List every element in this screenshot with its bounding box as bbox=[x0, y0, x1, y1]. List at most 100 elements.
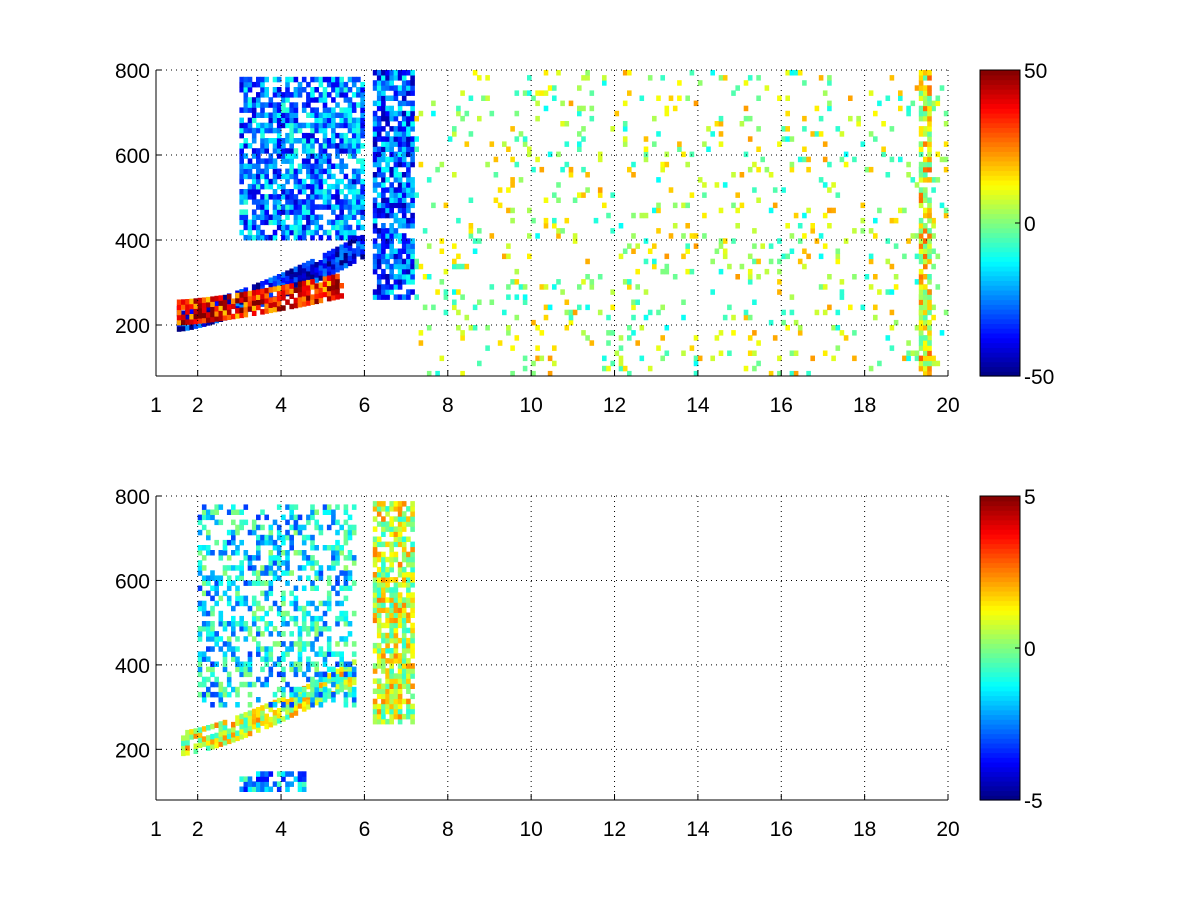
heatmap-cell bbox=[310, 621, 315, 627]
heatmap-cell bbox=[256, 781, 261, 787]
heatmap-cell bbox=[306, 560, 311, 566]
heatmap-cell bbox=[376, 100, 382, 107]
heatmap-cell bbox=[235, 661, 240, 667]
heatmap-cell bbox=[314, 204, 319, 210]
heatmap-cell bbox=[543, 217, 549, 224]
heatmap-cell bbox=[281, 621, 286, 627]
heatmap-cell bbox=[289, 697, 294, 703]
heatmap-cell bbox=[918, 274, 924, 280]
heatmap-cell bbox=[376, 506, 382, 512]
heatmap-cell bbox=[351, 81, 357, 88]
heatmap-cell bbox=[251, 178, 257, 185]
heatmap-cell bbox=[251, 615, 257, 622]
heatmap-cell bbox=[289, 545, 294, 551]
heatmap-cell bbox=[585, 187, 590, 193]
heatmap-cell bbox=[260, 309, 265, 315]
heatmap-cell bbox=[898, 105, 903, 112]
heatmap-cell bbox=[360, 194, 365, 200]
heatmap-cell bbox=[406, 187, 411, 193]
heatmap-cell bbox=[339, 610, 344, 617]
heatmap-cell bbox=[372, 501, 378, 507]
heatmap-cell bbox=[331, 509, 336, 515]
heatmap-cell bbox=[314, 112, 319, 118]
heatmap-cell bbox=[631, 330, 636, 336]
heatmap-cell bbox=[552, 284, 557, 290]
colorbar-segment bbox=[980, 309, 1020, 315]
heatmap-cell bbox=[310, 122, 315, 129]
heatmap-cell bbox=[397, 501, 403, 507]
heatmap-cell bbox=[310, 641, 315, 647]
heatmap-cell bbox=[347, 245, 353, 251]
heatmap-cell bbox=[210, 691, 215, 698]
heatmap-cell bbox=[381, 587, 386, 593]
heatmap-cell bbox=[818, 75, 824, 81]
heatmap-cell bbox=[577, 110, 582, 117]
heatmap-cell bbox=[343, 204, 349, 210]
heatmap-cell bbox=[756, 95, 761, 101]
heatmap-cell bbox=[301, 76, 307, 83]
heatmap-cell bbox=[247, 565, 253, 571]
heatmap-cell bbox=[272, 112, 278, 118]
heatmap-cell bbox=[768, 319, 774, 326]
heatmap-cell bbox=[514, 314, 520, 321]
heatmap-cell bbox=[747, 136, 753, 142]
colorbar-segment bbox=[980, 785, 1020, 792]
heatmap-cell bbox=[839, 279, 845, 285]
heatmap-cell bbox=[210, 575, 215, 581]
heatmap-cell bbox=[239, 304, 244, 310]
heatmap-cell bbox=[372, 546, 378, 553]
heatmap-cell bbox=[393, 516, 399, 522]
heatmap-cell bbox=[372, 268, 378, 275]
x-tick-label: 6 bbox=[359, 818, 371, 841]
heatmap-cell bbox=[389, 243, 394, 249]
heatmap-cell bbox=[310, 127, 315, 134]
heatmap-cell bbox=[331, 117, 336, 124]
heatmap-cell bbox=[193, 728, 199, 734]
heatmap-cell bbox=[318, 92, 324, 98]
heatmap-cell bbox=[385, 597, 390, 603]
heatmap-cell bbox=[835, 192, 841, 198]
heatmap-cell bbox=[343, 636, 349, 642]
heatmap-cell bbox=[181, 319, 186, 326]
heatmap-cell bbox=[522, 294, 528, 300]
heatmap-cell bbox=[885, 238, 891, 244]
heatmap-cell bbox=[235, 297, 240, 304]
heatmap-cell bbox=[731, 172, 736, 178]
heatmap-cell bbox=[376, 121, 382, 127]
heatmap-cell bbox=[693, 233, 699, 239]
colorbar-segment bbox=[980, 534, 1020, 540]
heatmap-cell bbox=[231, 534, 236, 541]
heatmap-cell bbox=[285, 214, 290, 220]
heatmap-cell bbox=[360, 254, 365, 260]
heatmap-cell bbox=[743, 309, 749, 316]
heatmap-cell bbox=[281, 595, 286, 602]
heatmap-cell bbox=[301, 267, 307, 274]
heatmap-cell bbox=[318, 697, 324, 704]
heatmap-cell bbox=[251, 636, 257, 642]
heatmap-cell bbox=[410, 642, 415, 649]
heatmap-cell bbox=[539, 90, 545, 96]
heatmap-cell bbox=[401, 187, 407, 193]
heatmap-cell bbox=[322, 626, 328, 632]
heatmap-cell bbox=[393, 617, 399, 624]
heatmap-cell bbox=[356, 158, 361, 164]
heatmap-cell bbox=[193, 318, 199, 325]
heatmap-cell bbox=[781, 187, 786, 193]
heatmap-cell bbox=[301, 615, 307, 622]
heatmap-cell bbox=[385, 678, 390, 684]
heatmap-cell bbox=[547, 304, 553, 311]
heatmap-cell bbox=[485, 325, 490, 331]
heatmap-cell bbox=[335, 81, 340, 88]
colorbar-segment bbox=[980, 605, 1020, 611]
heatmap-cell bbox=[410, 653, 415, 659]
heatmap-cell bbox=[927, 177, 932, 183]
heatmap-cell bbox=[214, 590, 219, 597]
heatmap-cell bbox=[560, 289, 565, 295]
heatmap-cell bbox=[251, 621, 257, 627]
heatmap-cell bbox=[289, 771, 294, 777]
heatmap-cell bbox=[289, 570, 294, 576]
heatmap-cell bbox=[285, 270, 290, 276]
heatmap-cell bbox=[326, 204, 332, 210]
heatmap-cell bbox=[597, 192, 603, 198]
heatmap-cell bbox=[531, 166, 536, 173]
